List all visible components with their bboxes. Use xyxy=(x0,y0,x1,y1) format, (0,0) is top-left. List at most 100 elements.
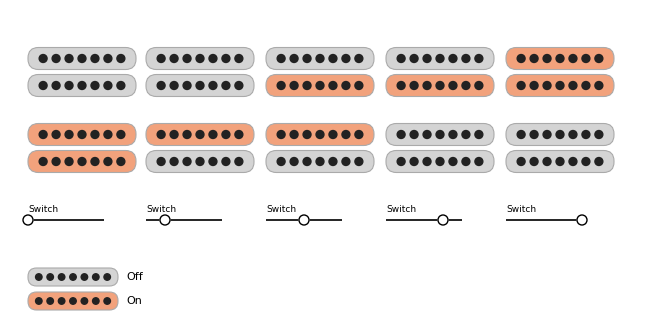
Circle shape xyxy=(117,82,125,89)
Circle shape xyxy=(582,55,590,62)
Circle shape xyxy=(196,55,204,62)
Circle shape xyxy=(222,82,230,89)
Circle shape xyxy=(423,131,431,138)
FancyBboxPatch shape xyxy=(28,150,136,173)
Circle shape xyxy=(595,131,603,138)
Circle shape xyxy=(462,158,470,165)
Circle shape xyxy=(104,82,112,89)
Circle shape xyxy=(209,131,217,138)
Circle shape xyxy=(235,158,243,165)
Circle shape xyxy=(209,55,217,62)
Circle shape xyxy=(303,82,311,89)
Circle shape xyxy=(65,55,73,62)
Circle shape xyxy=(517,131,525,138)
Circle shape xyxy=(183,82,191,89)
Circle shape xyxy=(91,82,99,89)
Circle shape xyxy=(70,298,76,304)
Circle shape xyxy=(235,55,243,62)
Circle shape xyxy=(475,82,483,89)
Circle shape xyxy=(290,55,298,62)
Circle shape xyxy=(556,82,564,89)
Circle shape xyxy=(436,55,444,62)
Text: Switch: Switch xyxy=(28,205,58,214)
Circle shape xyxy=(569,131,577,138)
Circle shape xyxy=(397,158,405,165)
Circle shape xyxy=(209,158,217,165)
Text: Switch: Switch xyxy=(386,205,416,214)
Circle shape xyxy=(342,158,350,165)
Circle shape xyxy=(65,158,73,165)
FancyBboxPatch shape xyxy=(266,150,374,173)
Circle shape xyxy=(530,55,538,62)
Circle shape xyxy=(117,158,125,165)
Circle shape xyxy=(303,131,311,138)
Circle shape xyxy=(290,82,298,89)
Text: Switch: Switch xyxy=(506,205,536,214)
Circle shape xyxy=(277,82,285,89)
Circle shape xyxy=(342,55,350,62)
FancyBboxPatch shape xyxy=(266,47,374,70)
FancyBboxPatch shape xyxy=(386,150,494,173)
Circle shape xyxy=(91,55,99,62)
Circle shape xyxy=(342,82,350,89)
Circle shape xyxy=(277,55,285,62)
Circle shape xyxy=(316,131,324,138)
Circle shape xyxy=(530,82,538,89)
Circle shape xyxy=(36,298,42,304)
Circle shape xyxy=(58,298,65,304)
FancyBboxPatch shape xyxy=(506,47,614,70)
Circle shape xyxy=(355,82,363,89)
Circle shape xyxy=(316,82,324,89)
Circle shape xyxy=(595,158,603,165)
Circle shape xyxy=(530,158,538,165)
Circle shape xyxy=(65,131,73,138)
FancyBboxPatch shape xyxy=(28,268,118,286)
Circle shape xyxy=(209,82,217,89)
FancyBboxPatch shape xyxy=(266,124,374,146)
Circle shape xyxy=(462,55,470,62)
Circle shape xyxy=(157,131,165,138)
Circle shape xyxy=(36,274,42,280)
Circle shape xyxy=(556,131,564,138)
FancyBboxPatch shape xyxy=(28,47,136,70)
Circle shape xyxy=(436,158,444,165)
Circle shape xyxy=(410,131,418,138)
Circle shape xyxy=(329,55,337,62)
Circle shape xyxy=(449,131,457,138)
Circle shape xyxy=(303,158,311,165)
Circle shape xyxy=(397,131,405,138)
Circle shape xyxy=(438,215,448,225)
Circle shape xyxy=(303,55,311,62)
Circle shape xyxy=(39,82,47,89)
Circle shape xyxy=(47,298,54,304)
Circle shape xyxy=(104,55,112,62)
FancyBboxPatch shape xyxy=(506,150,614,173)
Circle shape xyxy=(595,55,603,62)
Circle shape xyxy=(517,158,525,165)
Circle shape xyxy=(81,274,88,280)
Circle shape xyxy=(196,131,204,138)
Circle shape xyxy=(157,55,165,62)
Circle shape xyxy=(397,55,405,62)
Circle shape xyxy=(70,274,76,280)
Circle shape xyxy=(569,82,577,89)
Circle shape xyxy=(475,131,483,138)
FancyBboxPatch shape xyxy=(266,74,374,97)
Circle shape xyxy=(170,55,178,62)
Circle shape xyxy=(277,131,285,138)
FancyBboxPatch shape xyxy=(146,74,254,97)
Circle shape xyxy=(183,131,191,138)
Circle shape xyxy=(58,274,65,280)
Circle shape xyxy=(299,215,309,225)
Circle shape xyxy=(355,55,363,62)
Circle shape xyxy=(81,298,88,304)
Circle shape xyxy=(117,55,125,62)
Circle shape xyxy=(92,274,99,280)
Circle shape xyxy=(104,298,111,304)
Circle shape xyxy=(78,82,86,89)
Circle shape xyxy=(543,158,551,165)
FancyBboxPatch shape xyxy=(28,74,136,97)
Circle shape xyxy=(316,55,324,62)
Circle shape xyxy=(183,55,191,62)
Circle shape xyxy=(92,298,99,304)
